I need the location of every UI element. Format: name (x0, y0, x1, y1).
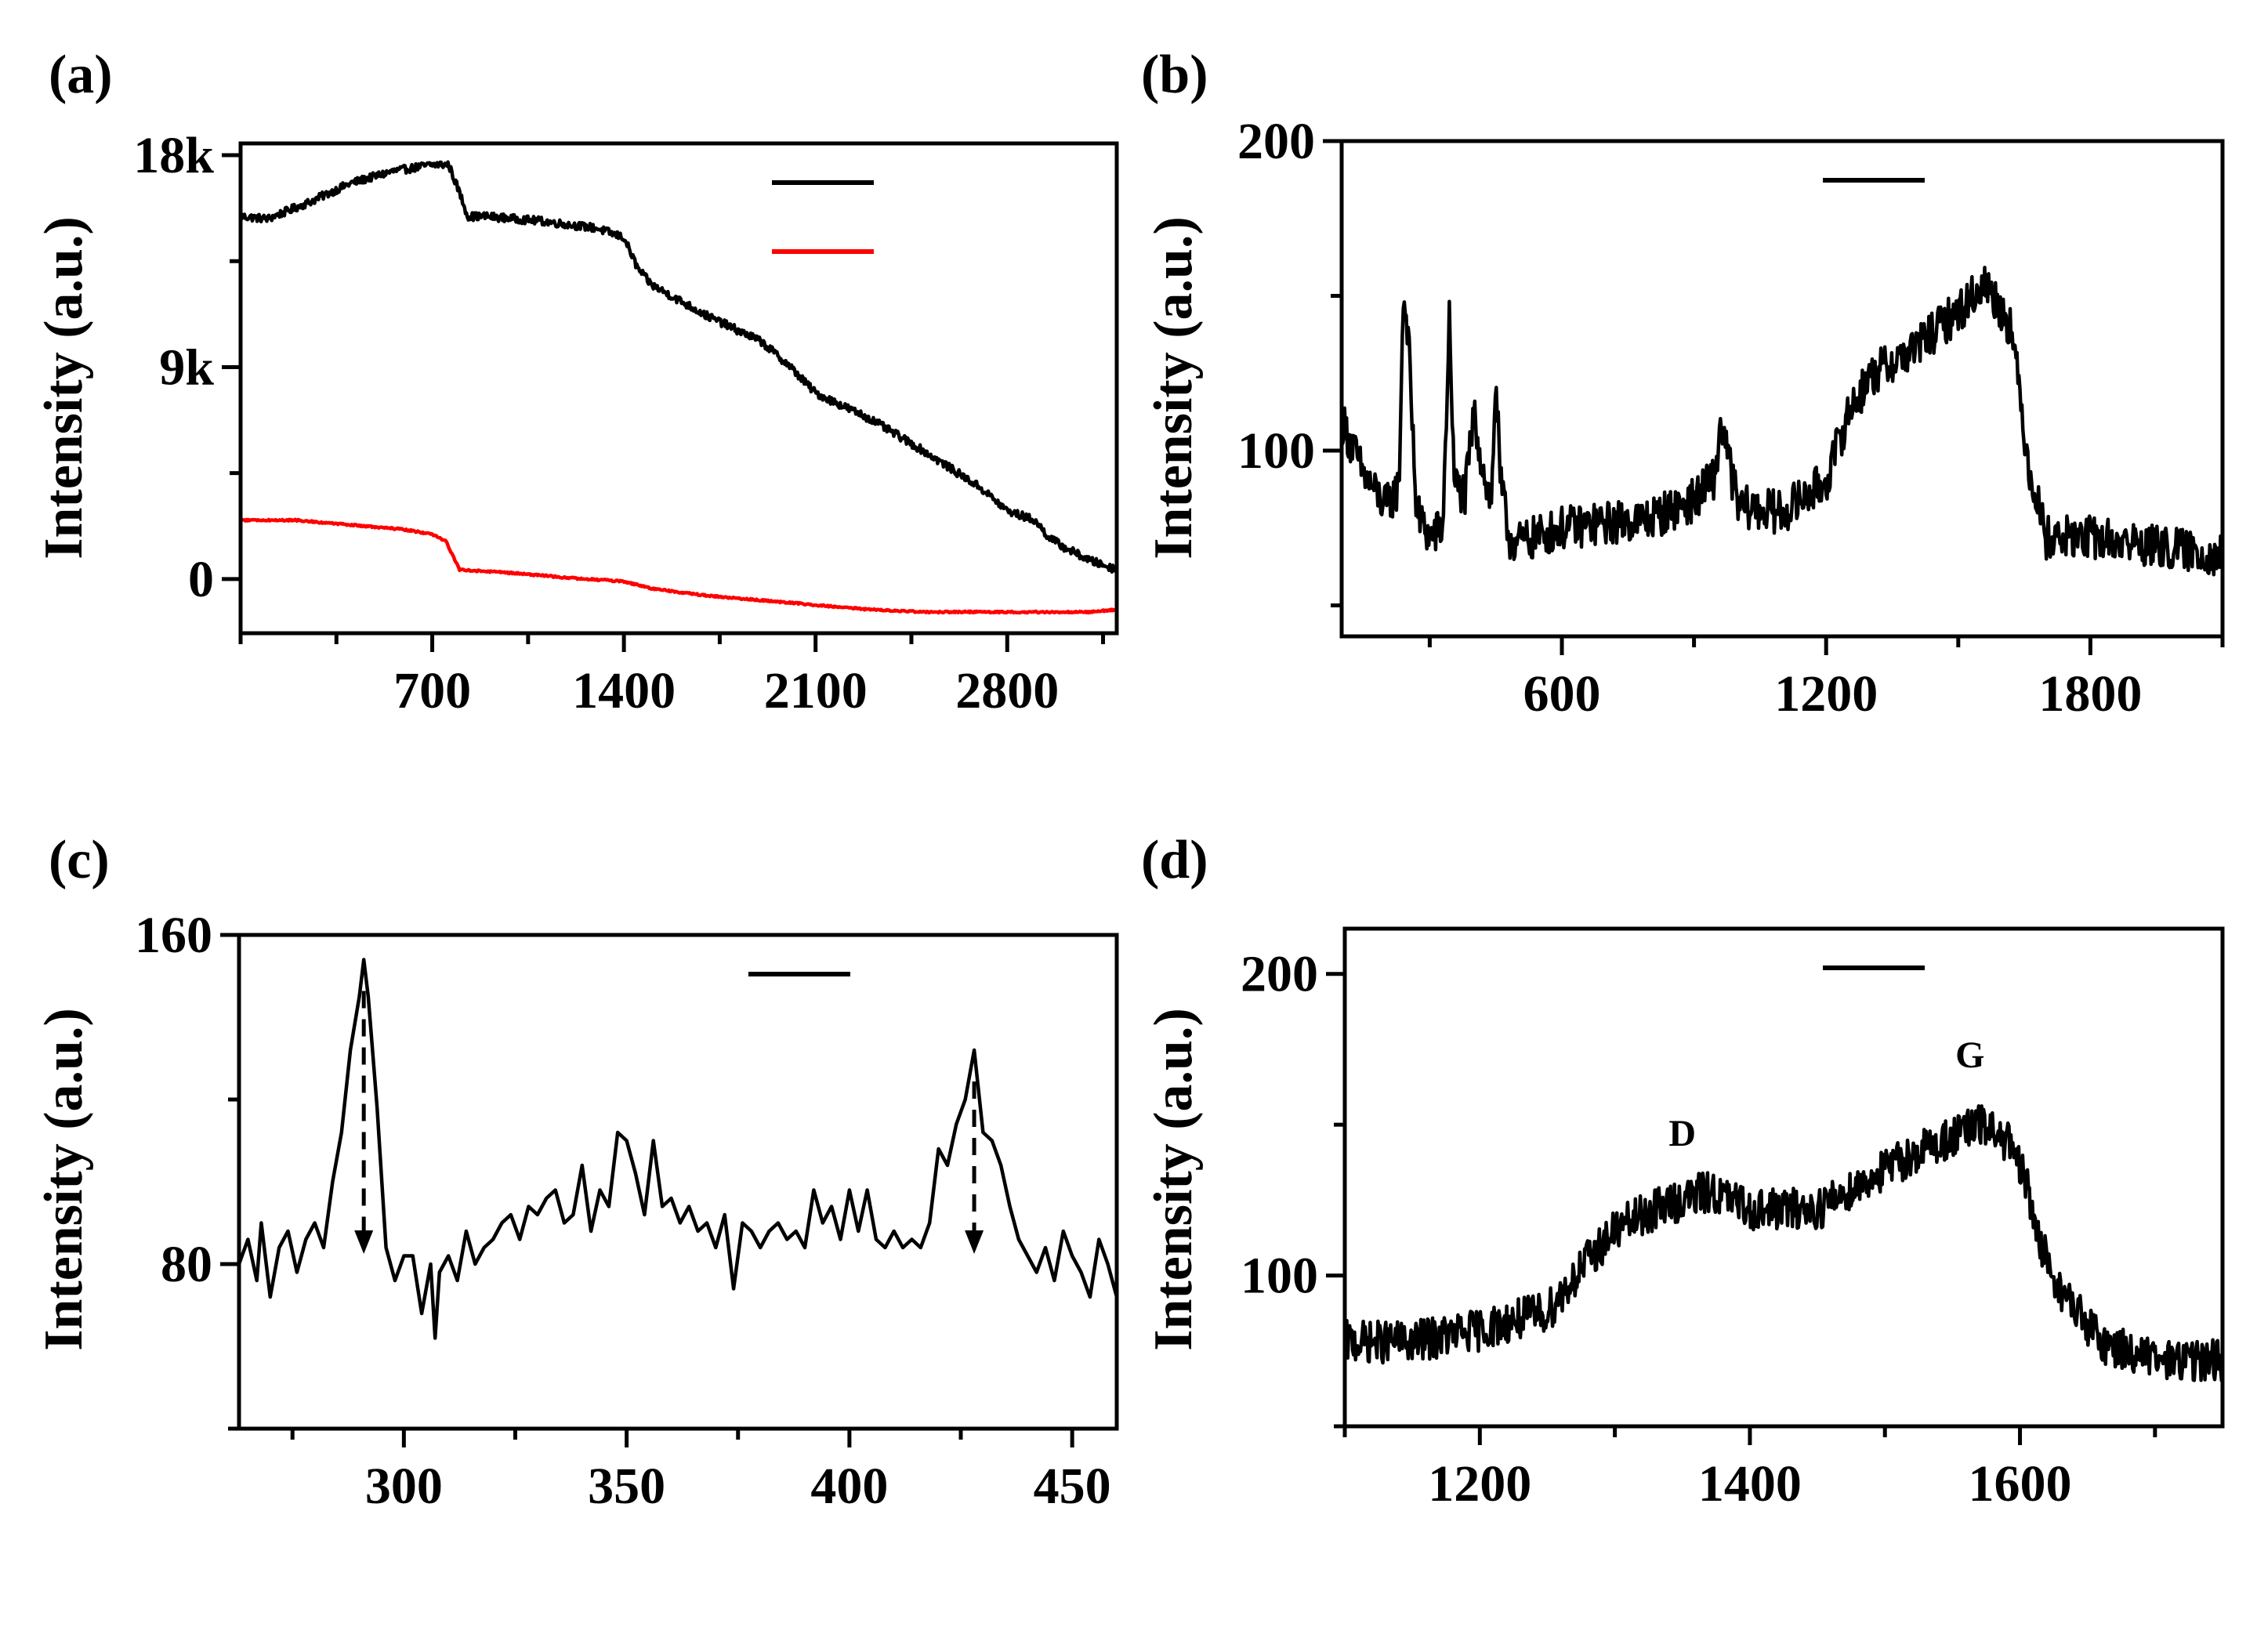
x-tick-label: 1800 (2038, 665, 2142, 723)
x-tick-label: 700 (393, 662, 471, 719)
x-tick-label: 400 (810, 1458, 888, 1515)
panel-c: (c) 300 350 400 450 80 160 Intensity (a.u.) (34, 830, 1119, 1515)
y-axis-label: Intensity (a.u.) (34, 216, 94, 560)
panel-label: (b) (1141, 45, 1208, 105)
y-tick-label: 160 (135, 907, 212, 964)
band-label: G (1955, 1034, 1984, 1076)
y-tick-label: 200 (1237, 113, 1315, 170)
series-line-0 (1345, 1104, 2223, 1382)
y-tick-label: 100 (1241, 1248, 1318, 1305)
y-tick-label: 200 (1241, 946, 1318, 1003)
panel-label: (d) (1141, 830, 1208, 890)
y-tick-label: 9k (159, 339, 214, 396)
peak-arrowhead (965, 1230, 984, 1254)
band-label: D (1668, 1113, 1696, 1154)
panel-label: (c) (49, 830, 110, 890)
x-tick-label: 1200 (1774, 665, 1878, 723)
x-tick-label: 1400 (572, 662, 676, 719)
panel-b: (b) 600 1200 1800 100 200 Intensity (a.u.) (1141, 45, 2225, 723)
y-tick-label: 80 (161, 1236, 212, 1293)
series-line-0 (1342, 266, 2223, 577)
plot-frame (1342, 926, 2225, 1429)
y-tick-label: 18k (133, 127, 214, 184)
plot-frame (238, 141, 1119, 636)
y-tick-label: 0 (188, 551, 214, 608)
plot-frame (237, 933, 1119, 1431)
y-tick-label: 100 (1237, 422, 1315, 480)
series-line-0 (239, 958, 1117, 1340)
panel-a: (a) 700 1400 2100 2800 0 9k 18k Intensity (a.u.) (34, 45, 1119, 719)
x-tick-label: 350 (588, 1458, 665, 1515)
x-tick-label: 600 (1523, 665, 1601, 723)
x-tick-label: 1200 (1428, 1455, 1531, 1513)
y-axis-label: Intensity (a.u.) (34, 1008, 94, 1351)
plot-frame (1339, 139, 2225, 639)
y-axis-label: Intensity (a.u.) (1143, 1008, 1204, 1351)
x-tick-label: 300 (365, 1458, 443, 1515)
x-tick-label: 1400 (1698, 1455, 1802, 1513)
series-line-0 (241, 160, 1117, 574)
x-tick-label: 2100 (764, 662, 868, 719)
panel-label: (a) (49, 45, 113, 105)
series-line-1 (241, 517, 1117, 615)
x-tick-label: 1600 (1969, 1455, 2072, 1513)
x-tick-label: 2800 (955, 662, 1059, 719)
y-axis-label: Intensity (a.u.) (1143, 216, 1204, 560)
peak-arrowhead (354, 1230, 374, 1254)
panel-d: (d) 1200 1400 1600 100 200 Intensity (a.u.) D G (1141, 830, 2225, 1513)
x-tick-label: 450 (1034, 1458, 1111, 1515)
